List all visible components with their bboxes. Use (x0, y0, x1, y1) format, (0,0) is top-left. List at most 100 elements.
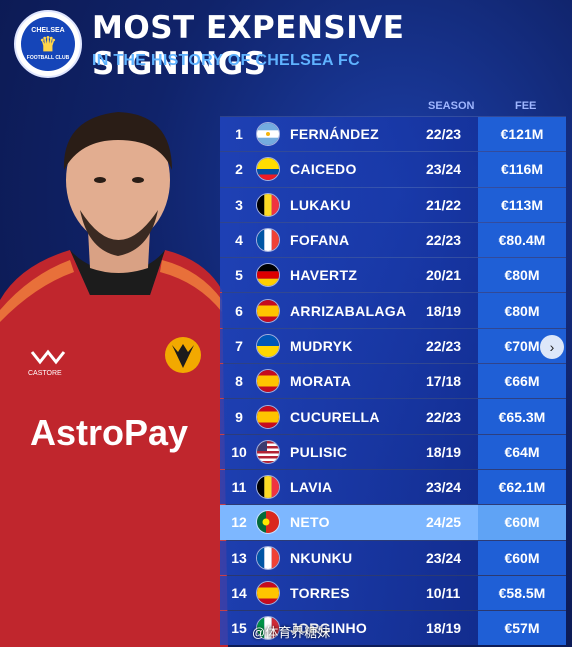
rank-number: 5 (235, 267, 243, 284)
table-row: 15 JORGINHO 18/19 €57M (220, 610, 566, 646)
player-name: NKUNKU (290, 549, 353, 566)
season-value: 18/19 (426, 620, 462, 637)
spain-flag-icon (256, 298, 280, 323)
watermark: @体育界糖妹 (252, 625, 331, 640)
rank-number: 7 (235, 337, 243, 354)
table-row: 1 FERNÁNDEZ 22/23 €121M (220, 116, 566, 152)
page-subtitle: IN THE HISTORY OF CHELSEA FC (92, 52, 360, 69)
table-row: 13 NKUNKU 23/24 €60M (220, 539, 566, 575)
fee-cell-background (478, 187, 566, 222)
fee-cell-background (478, 469, 566, 505)
crest-top-text: CHELSEA (31, 27, 65, 34)
player-name: FOFANA (290, 232, 350, 249)
season-value: 22/23 (426, 232, 462, 249)
rank-number: 8 (235, 373, 243, 390)
season-value: 23/24 (426, 479, 462, 496)
fee-value: €116M (500, 161, 544, 178)
chelsea-crest: CHELSEA ♛ FOOTBALL CLUB (14, 10, 82, 78)
player-name: NETO (290, 514, 330, 531)
italy-flag-icon (256, 616, 280, 641)
season-value: 22/23 (426, 337, 462, 354)
table-row: 8 MORATA 17/18 €66M (220, 363, 566, 399)
fee-value: €80M (504, 302, 540, 319)
season-value: 18/19 (426, 443, 462, 460)
rank-number: 12 (231, 514, 247, 531)
fee-value: €64M (504, 443, 540, 460)
column-header-season: SEASON (428, 100, 475, 112)
fee-cell-background (478, 364, 566, 399)
player-name: CAICEDO (290, 161, 357, 178)
season-value: 18/19 (426, 302, 462, 319)
rank-number: 1 (235, 126, 243, 143)
player-name: ARRIZABALAGA (290, 302, 407, 319)
table-row: 12 NETO 24/25 €60M (220, 504, 566, 540)
fee-value: €121M (500, 126, 544, 143)
season-value: 24/25 (426, 514, 462, 531)
fee-cell-background (478, 117, 566, 152)
player-name: LUKAKU (290, 196, 351, 213)
player-name: FERNÁNDEZ (290, 126, 380, 143)
fee-cell-background (478, 399, 566, 434)
page-title: MOST EXPENSIVE SIGNINGS (92, 10, 405, 82)
player-name: CUCURELLA (290, 408, 380, 425)
france-flag-icon (256, 228, 280, 253)
table-row: 14 TORRES 10/11 €58.5M (220, 574, 566, 611)
germany-flag-icon (256, 263, 280, 288)
fee-value: €66M (504, 373, 540, 390)
season-value: 17/18 (426, 373, 462, 390)
rank-number: 2 (235, 161, 243, 178)
rank-number: 14 (231, 585, 247, 601)
season-value: 23/24 (426, 549, 462, 566)
fee-value: €57M (504, 620, 540, 637)
rank-number: 15 (231, 620, 247, 637)
table-row: 2 CAICEDO 23/24 €116M (220, 151, 566, 187)
fee-value: €62.1M (498, 479, 546, 496)
player-name: LAVIA (290, 479, 333, 496)
fee-cell-background (478, 152, 566, 187)
fee-value: €65.3M (498, 408, 546, 425)
table-row: 5 HAVERTZ 20/21 €80M (220, 257, 566, 293)
fee-cell-background (478, 505, 566, 540)
rank-number: 11 (231, 479, 247, 496)
player-name: MORATA (290, 373, 352, 390)
table-row: 6 ARRIZABALAGA 18/19 €80M (220, 292, 566, 328)
table-row: 3 LUKAKU 21/22 €113M (220, 186, 566, 222)
spain-flag-icon (256, 369, 280, 394)
lion-icon: ♛ (39, 34, 57, 56)
player-name: HAVERTZ (290, 267, 358, 284)
argentina-flag-icon (256, 122, 280, 147)
season-value: 22/23 (426, 408, 462, 425)
fee-cell-background (478, 258, 566, 293)
fee-value: €80M (504, 267, 540, 284)
spain-flag-icon (256, 404, 280, 429)
shirt-sponsor-text: AstroPay (30, 412, 188, 453)
fee-value: €60M (504, 549, 540, 566)
player-name: JORGINHO (290, 620, 368, 637)
season-value: 23/24 (426, 161, 462, 178)
fee-cell-background (478, 540, 566, 575)
kit-brand-text: CASTORE (28, 370, 62, 377)
belgium-flag-icon (256, 475, 280, 500)
column-header-fee: FEE (515, 100, 537, 112)
signings-table: 1 FERNÁNDEZ 22/23 €121M 2 CAICEDO 23/24 €116M 3 L… (220, 116, 566, 646)
spain-flag-icon (256, 581, 280, 605)
season-value: 20/21 (426, 267, 462, 284)
fee-value: €58.5M (498, 585, 546, 601)
season-value: 22/23 (426, 126, 462, 143)
ecuador-flag-icon (256, 157, 280, 182)
belgium-flag-icon (256, 192, 280, 217)
fee-value: €80.4M (498, 232, 546, 249)
rank-number: 3 (235, 196, 243, 213)
rank-number: 9 (235, 408, 243, 425)
fee-cell-background (478, 611, 566, 646)
fee-value: €60M (504, 514, 540, 531)
usa-flag-icon (256, 439, 280, 464)
season-value: 10/11 (426, 585, 461, 601)
fee-cell-background (478, 293, 566, 328)
table-row: 9 CUCURELLA 22/23 €65.3M (220, 398, 566, 434)
fee-cell-background (478, 575, 566, 611)
chevron-right-icon[interactable]: › (540, 335, 564, 359)
table-row: 7 MUDRYK 22/23 €70M (220, 327, 566, 364)
player-image: AstroPay CASTORE (0, 112, 228, 647)
player-name: MUDRYK (290, 337, 353, 354)
